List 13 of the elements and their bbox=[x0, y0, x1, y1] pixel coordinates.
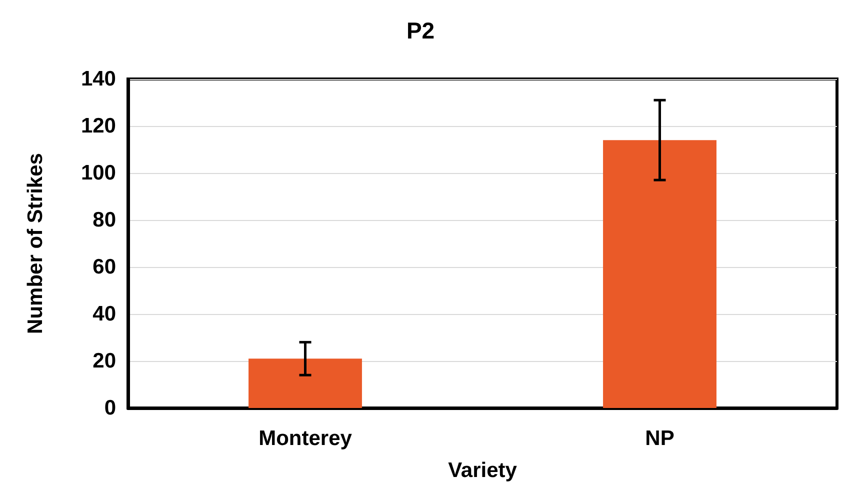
y-tick-label: 140 bbox=[80, 68, 116, 90]
y-tick-label: 100 bbox=[80, 162, 116, 184]
y-tick-label: 60 bbox=[92, 256, 116, 278]
x-tick-label: NP bbox=[645, 427, 674, 450]
x-axis-title: Variety bbox=[448, 459, 518, 482]
x-tick-label: Monterey bbox=[258, 427, 352, 450]
y-tick-label: 0 bbox=[104, 396, 116, 420]
chart-title: P2 bbox=[406, 18, 435, 44]
y-tick-label: 20 bbox=[92, 350, 116, 372]
y-tick-label: 120 bbox=[80, 114, 116, 138]
y-axis-title: Number of Strikes bbox=[24, 153, 47, 334]
y-tick-label: 40 bbox=[92, 302, 116, 326]
y-tick-label: 80 bbox=[92, 208, 116, 232]
